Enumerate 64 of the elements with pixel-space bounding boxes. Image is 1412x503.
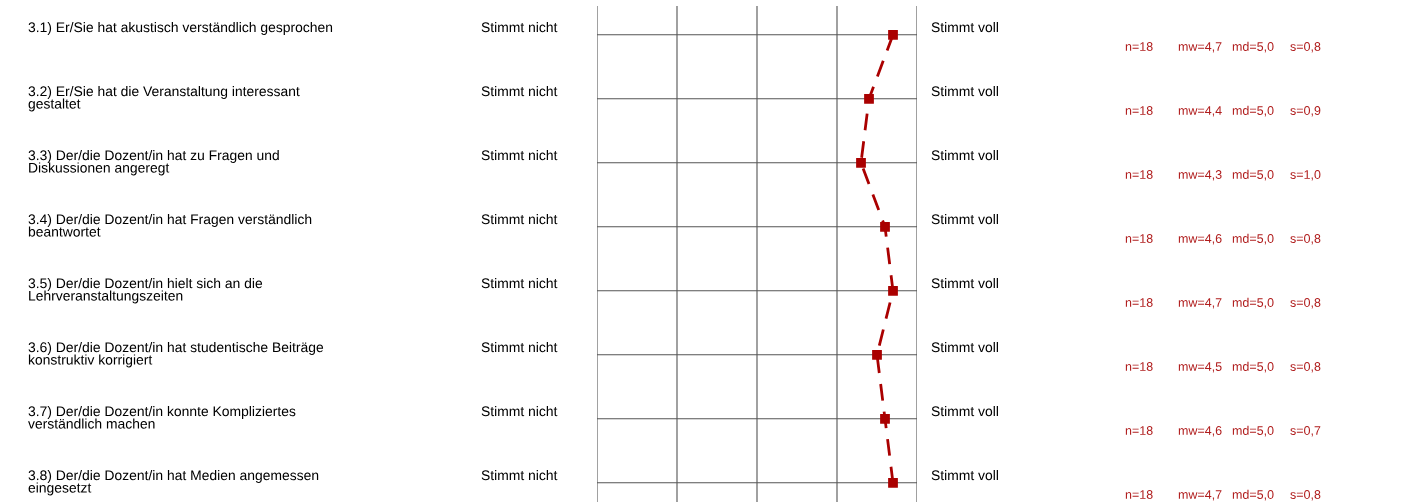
text: n=18 (1125, 362, 1153, 371)
text: md=5,0 (1232, 105, 1274, 117)
text: Stimmt voll (931, 214, 998, 225)
text: s=0,8 (1290, 362, 1321, 373)
y-tick-label: 3.5) Der/die Dozent/in hielt sich an die Lehrveranstaltungszeiten (28, 278, 263, 304)
y-tick-label: 3.3) Der/die Dozent/in hat zu Fragen und Diskussionen angeregt (28, 150, 279, 176)
text: Stimmt nicht (481, 22, 558, 33)
text: s=1,0 (1290, 170, 1321, 181)
text: Stimmt nicht (481, 470, 558, 481)
y-tick-label: 3.1) Er/Sie hat akustisch verständlich gesprochen (28, 22, 333, 35)
text: Stimmt nicht (481, 86, 558, 97)
text: s=0,8 (1290, 234, 1321, 245)
text: n=18 (1125, 106, 1153, 115)
text: Stimmt nicht (481, 342, 558, 353)
text: md=5,0 (1232, 297, 1274, 309)
text: s=0,8 (1290, 42, 1321, 53)
y-tick-label: 3.4) Der/die Dozent/in hat Fragen verständlich beantwortet (28, 214, 312, 237)
text: n=18 (1125, 426, 1153, 435)
text: s=0,7 (1290, 426, 1321, 437)
text: Stimmt nicht (481, 278, 558, 289)
point (888, 477, 898, 488)
text: s=0,9 (1290, 106, 1321, 117)
y-tick-label: 3.7) Der/die Dozent/in konnte Kompliziertes verständlich machen (28, 406, 296, 429)
text: Stimmt nicht (481, 214, 558, 225)
text: Stimmt voll (931, 342, 998, 353)
text: Stimmt nicht (481, 406, 558, 417)
point (880, 413, 890, 424)
text: Stimmt voll (931, 86, 998, 97)
data-label: mw=4,5 (1178, 362, 1222, 373)
text: md=5,0 (1232, 233, 1274, 245)
point (888, 285, 898, 296)
text: md=5,0 (1232, 169, 1274, 181)
text: n=18 (1125, 234, 1153, 243)
text: md=5,0 (1232, 41, 1274, 53)
text: Stimmt voll (931, 470, 998, 481)
text: Stimmt voll (931, 278, 998, 289)
point (888, 29, 898, 40)
text: Stimmt nicht (481, 150, 558, 161)
text: s=0,8 (1290, 490, 1321, 501)
data-label: mw=4,4 (1178, 106, 1222, 117)
text: md=5,0 (1232, 489, 1274, 501)
text: Stimmt voll (931, 406, 998, 417)
data-label: mw=4,7 (1178, 490, 1222, 501)
data-label: mw=4,3 (1178, 170, 1222, 181)
text: md=5,0 (1232, 361, 1274, 373)
data-label: mw=4,7 (1178, 42, 1222, 53)
data-label: mw=4,6 (1178, 426, 1222, 437)
y-tick-label: 3.2) Er/Sie hat die Veranstaltung interessant gestaltet (28, 86, 300, 112)
data-label: mw=4,6 (1178, 234, 1222, 245)
text: n=18 (1125, 170, 1153, 179)
point (856, 157, 866, 168)
point (864, 93, 874, 104)
data-label: mw=4,7 (1178, 298, 1222, 309)
y-tick-label: 3.6) Der/die Dozent/in hat studentische Beiträge konstruktiv korrigiert (28, 342, 324, 368)
point (872, 349, 882, 360)
text: Stimmt voll (931, 150, 998, 161)
text: n=18 (1125, 298, 1153, 307)
point (880, 221, 890, 232)
y-tick-label: 3.8) Der/die Dozent/in hat Medien angemessen eingesetzt (28, 470, 319, 496)
text: md=5,0 (1232, 425, 1274, 437)
text: Stimmt voll (931, 22, 998, 33)
text: n=18 (1125, 490, 1153, 499)
text: s=0,8 (1290, 298, 1321, 309)
text: n=18 (1125, 42, 1153, 51)
